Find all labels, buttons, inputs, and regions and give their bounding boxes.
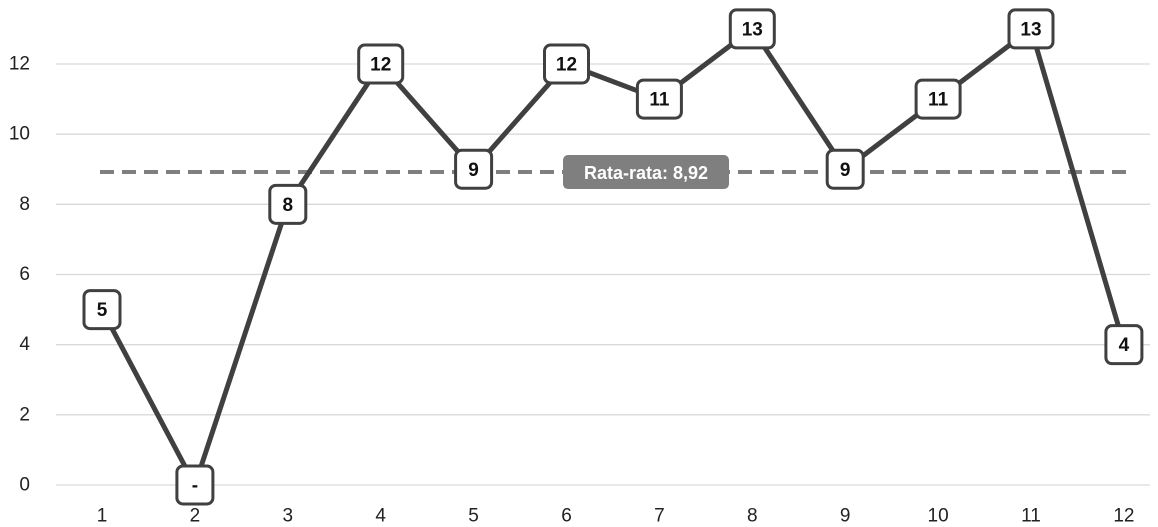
y-tick-label: 8 [19,194,30,215]
data-label: 9 [840,160,851,181]
series [99,26,1127,488]
data-label: 11 [928,90,949,111]
y-tick-label: 12 [9,54,30,75]
y-axis-ticks: 0 2 4 6 8 10 12 [9,54,31,496]
series-line [99,26,1127,488]
data-point-marker [728,8,776,50]
x-tick-label: 2 [190,506,201,527]
x-tick-label: 1 [97,506,108,527]
data-point-marker [635,78,683,120]
data-label: 9 [468,160,479,181]
data-label: 13 [742,19,763,40]
x-tick-label: 8 [747,506,758,527]
x-tick-label: 9 [840,506,851,527]
average-label-box [563,155,729,190]
y-tick-label: 10 [9,124,30,145]
x-tick-label: 5 [468,506,479,527]
data-point-marker [1104,324,1144,366]
data-point-marker [914,78,962,120]
x-tick-label: 3 [283,506,294,527]
data-point-marker [175,464,215,506]
data-point-marker [268,183,308,225]
data-point-marker [454,148,494,190]
data-label: 8 [283,195,294,216]
y-tick-label: 0 [19,475,30,496]
data-label: - [192,476,198,497]
data-point-marker [357,43,405,85]
data-label: 13 [1020,19,1041,40]
data-point-marker [1007,8,1055,50]
data-label: 12 [556,55,577,76]
x-tick-label: 6 [561,506,572,527]
data-point-marker [543,43,590,85]
y-tick-label: 4 [19,334,30,355]
x-tick-label: 7 [654,506,665,527]
y-tick-label: 6 [19,264,30,285]
x-tick-label: 4 [375,506,386,527]
y-tick-label: 2 [19,404,30,425]
x-axis-ticks: 1 2 3 4 5 6 7 8 9 10 11 12 [97,506,1135,527]
gridlines [56,63,1150,486]
data-labels: 5 - 8 12 9 12 11 13 9 11 13 4 [82,8,1144,506]
x-tick-label: 11 [1021,506,1041,527]
data-label: 4 [1119,335,1130,356]
data-point-marker [825,148,865,190]
average-label: Rata-rata: 8,92 [584,163,708,183]
data-label: 12 [370,55,391,76]
x-tick-label: 10 [928,506,949,527]
data-label: 11 [649,90,670,111]
data-point-marker [82,289,122,331]
average-line-group: Rata-rata: 8,92 [100,155,1126,190]
data-label: 5 [97,300,108,321]
x-tick-label: 12 [1113,506,1134,527]
